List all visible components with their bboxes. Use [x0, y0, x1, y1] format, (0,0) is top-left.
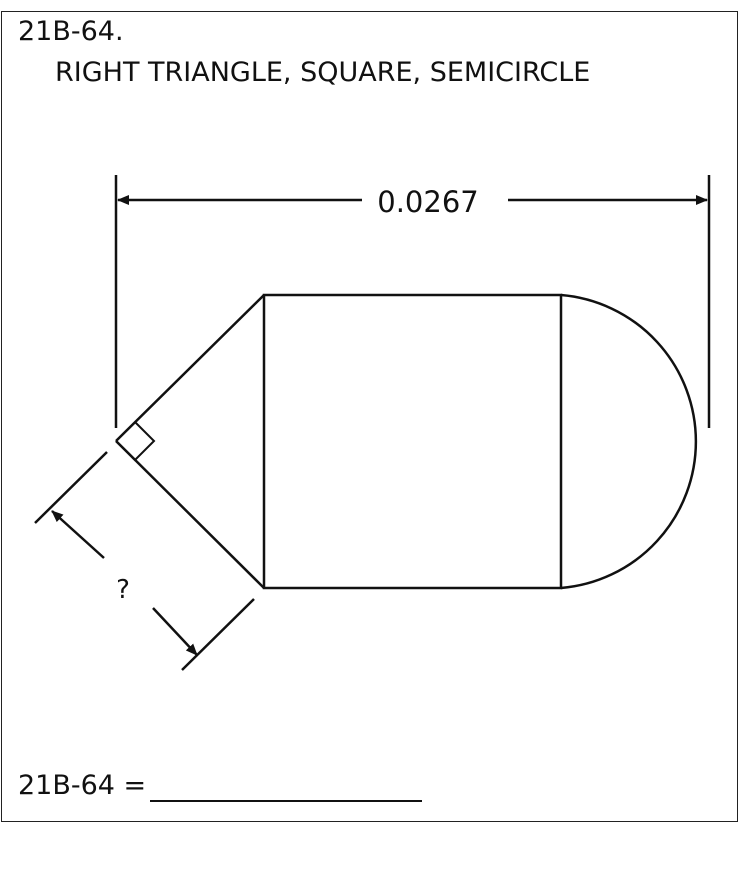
unknown-arrow-upper [51, 510, 105, 559]
problem-title: RIGHT TRIANGLE, SQUARE, SEMICIRCLE [55, 57, 591, 88]
triangle-upper-leg [115, 294, 265, 442]
problem-number: 21B-64. [18, 16, 124, 47]
extension-line-upper [34, 451, 108, 524]
square [262, 293, 563, 590]
triangle-lower-leg [115, 440, 265, 589]
unknown-length-label: ? [116, 575, 130, 605]
answer-label: 21B-64 = [18, 770, 147, 801]
right-angle-marker [115, 421, 156, 462]
problem-frame [1, 11, 738, 822]
answer-blank[interactable] [150, 774, 423, 802]
overall-length-label: 0.0267 [377, 185, 478, 219]
extension-line-lower [181, 598, 255, 671]
semicircle [560, 293, 698, 590]
answer-line: 21B-64 = [18, 770, 423, 802]
unknown-arrow-lower [152, 607, 198, 656]
